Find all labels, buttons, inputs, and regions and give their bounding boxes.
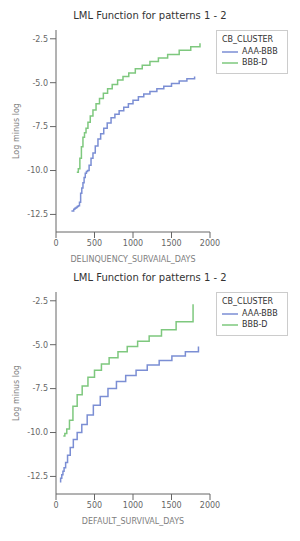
html-text:AAA-BBB: AAA-BBB [242,47,278,56]
html-text:LML Function for patterns 1 -: LML Function for patterns 1 - 2 [73,10,227,21]
svg-text:-12.5: -12.5 [27,472,48,481]
svg-text:-12.5: -12.5 [27,210,48,219]
svg-text:-7.5: -7.5 [32,384,48,393]
svg-text:-5.0: -5.0 [32,341,48,350]
svg-text:0: 0 [53,501,58,510]
svg-text:Log minus log: Log minus log [12,365,21,421]
html-text:CB_CLUSTER: CB_CLUSTER [222,35,274,44]
svg-text:1000: 1000 [123,501,143,510]
svg-text:2000: 2000 [200,239,220,248]
svg-text:DEFAULT_SURVIVAL_DAYS: DEFAULT_SURVIVAL_DAYS [82,517,184,526]
svg-text:-5.0: -5.0 [32,79,48,88]
svg-text:0: 0 [53,239,58,248]
svg-text:1000: 1000 [123,239,143,248]
svg-text:-2.5: -2.5 [32,35,48,44]
svg-text:500: 500 [87,501,102,510]
html-text:CB_CLUSTER: CB_CLUSTER [222,297,274,306]
svg-text:1500: 1500 [161,239,181,248]
svg-text:500: 500 [87,239,102,248]
svg-text:DELINQUENCY_SURVAIAL_DAYS: DELINQUENCY_SURVAIAL_DAYS [70,255,195,264]
svg-text:-10.0: -10.0 [27,166,48,175]
svg-text:1500: 1500 [161,501,181,510]
svg-text:-7.5: -7.5 [32,122,48,131]
svg-text:2000: 2000 [200,501,220,510]
html-text:BBB-D: BBB-D [242,320,268,329]
svg-text:-10.0: -10.0 [27,428,48,437]
html-text:AAA-BBB: AAA-BBB [242,309,278,318]
html-text:BBB-D: BBB-D [242,58,268,67]
svg-text:Log minus log: Log minus log [12,103,21,159]
svg-text:-2.5: -2.5 [32,297,48,306]
html-text:LML Function for patterns 1 -: LML Function for patterns 1 - 2 [73,272,227,283]
